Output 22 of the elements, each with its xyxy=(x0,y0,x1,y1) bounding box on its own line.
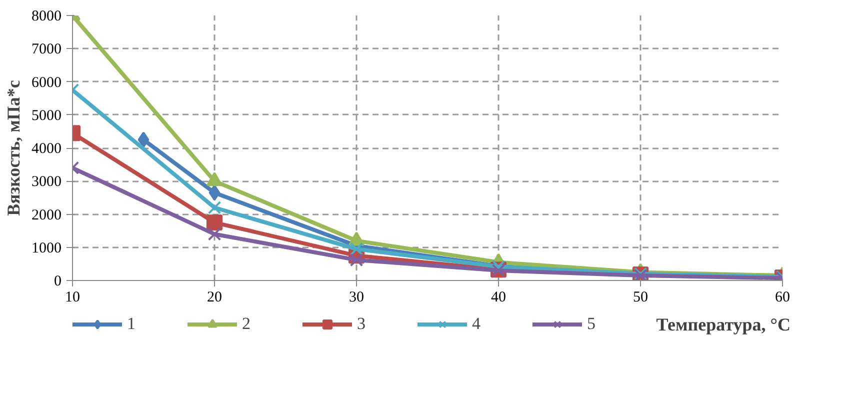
legend-label: 5 xyxy=(587,314,596,334)
y-tick-label: 4000 xyxy=(32,141,62,157)
legend-label: 3 xyxy=(357,314,366,334)
legend-label: 1 xyxy=(127,314,136,334)
x-tick-label: 20 xyxy=(207,290,222,306)
y-tick-label: 5000 xyxy=(32,108,62,124)
y-tick-label: 0 xyxy=(54,274,62,290)
x-tick-label: 40 xyxy=(491,290,506,306)
x-tick-label: 10 xyxy=(65,290,80,306)
y-tick-label: 7000 xyxy=(32,42,62,58)
y-axis-title: Вязкость, мПа*с xyxy=(4,80,24,216)
y-tick-label: 3000 xyxy=(32,174,62,190)
x-tick-label: 50 xyxy=(633,290,648,306)
y-tick-label: 1000 xyxy=(32,240,62,256)
x-tick-label: 30 xyxy=(349,290,364,306)
x-axis-title: Температура, °C xyxy=(656,314,791,334)
y-tick-label: 6000 xyxy=(32,74,62,91)
y-tick-label: 8000 xyxy=(32,8,62,24)
y-tick-label: 2000 xyxy=(32,207,62,224)
legend-label: 2 xyxy=(242,314,252,334)
legend-label: 4 xyxy=(472,314,482,334)
x-tick-label: 60 xyxy=(775,290,790,306)
